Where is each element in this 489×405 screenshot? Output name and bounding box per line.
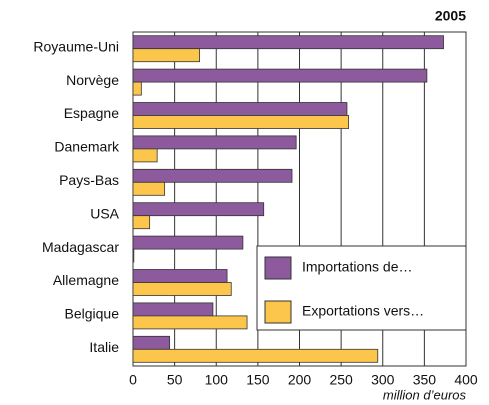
y-tick-label: Madagascar bbox=[42, 239, 119, 255]
x-tick-label: 150 bbox=[246, 372, 270, 388]
x-axis-label: million d’euros bbox=[383, 387, 467, 402]
x-tick-label: 200 bbox=[288, 372, 312, 388]
x-tick-label: 400 bbox=[454, 372, 478, 388]
y-tick-label: Italie bbox=[89, 339, 119, 355]
legend-label: Importations de… bbox=[302, 259, 413, 275]
y-tick-label: Norvège bbox=[66, 72, 119, 88]
bar bbox=[132, 115, 350, 129]
bar bbox=[132, 215, 151, 230]
bar bbox=[132, 348, 379, 363]
y-tick-label: Espagne bbox=[64, 105, 119, 121]
bar bbox=[132, 181, 166, 196]
bar bbox=[132, 68, 428, 83]
bar bbox=[132, 135, 297, 150]
x-tick-label: 50 bbox=[167, 372, 183, 388]
bar bbox=[132, 269, 228, 283]
legend-label: Exportations vers… bbox=[302, 303, 424, 319]
legend-swatch bbox=[264, 300, 292, 324]
bar bbox=[132, 315, 248, 330]
bar bbox=[132, 335, 171, 350]
bar bbox=[132, 148, 158, 163]
bar bbox=[132, 282, 232, 296]
y-tick-label: Pays-Bas bbox=[59, 172, 119, 188]
plot-frame bbox=[132, 31, 467, 367]
bar bbox=[132, 81, 142, 96]
y-tick-label: Belgique bbox=[65, 306, 120, 322]
y-tick-label: Royaume-Uni bbox=[33, 38, 119, 54]
legend-box bbox=[256, 245, 467, 331]
x-tick-label: 300 bbox=[371, 372, 395, 388]
y-tick-label: Danemark bbox=[54, 139, 120, 155]
x-tick-label: 250 bbox=[329, 372, 353, 388]
x-tick-label: 350 bbox=[413, 372, 437, 388]
bar bbox=[132, 202, 265, 217]
x-tick-label: 0 bbox=[129, 372, 137, 388]
legend-swatch bbox=[264, 256, 292, 280]
bar bbox=[132, 48, 200, 63]
bar bbox=[132, 168, 293, 183]
bar bbox=[132, 102, 348, 116]
bar bbox=[132, 235, 244, 250]
bar bbox=[132, 302, 214, 317]
chart-subtitle: 2005 bbox=[435, 8, 466, 24]
x-tick-label: 100 bbox=[205, 372, 229, 388]
bar bbox=[132, 35, 444, 50]
y-tick-label: Allemagne bbox=[53, 272, 119, 288]
y-tick-label: USA bbox=[90, 205, 119, 221]
bar bbox=[132, 248, 135, 263]
